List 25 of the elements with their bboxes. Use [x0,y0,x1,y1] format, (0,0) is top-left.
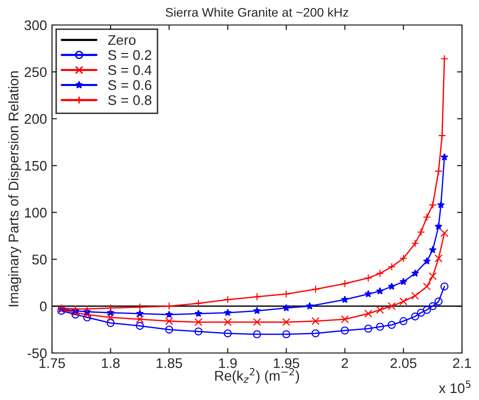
legend-label: S = 0.4 [108,65,152,75]
x-tick-label: 1.8 [102,358,120,368]
x-tick-label: 2 [342,358,348,368]
x-tick-label: 1.9 [219,358,237,368]
x-axis-title: Re(k$_{z}$$^{2}$) (m$^{−2}$) [215,368,300,384]
x-tick-label: 2.1 [453,358,471,368]
legend-label: Zero [108,35,136,45]
y-axis-title: Imaginary Parts of Dispersion Relation [8,71,22,306]
y-tick-label: 0 [40,301,47,312]
y-tick-label: 50 [32,254,47,264]
legend-label: S = 0.2 [108,50,152,60]
legend-label: S = 0.6 [108,80,152,90]
y-tick-label: 300 [24,20,47,30]
x-tick-label: 1.85 [156,358,182,368]
x-tick-label: 1.95 [274,358,300,368]
legend-label: S = 0.8 [108,95,152,106]
y-tick-label: 100 [25,208,47,218]
y-tick-label: -50 [28,348,47,358]
y-tick-label: 250 [24,67,47,78]
y-tick-label: 200 [24,114,47,124]
x-tick-label: 2.05 [390,358,416,368]
text: x 10$^{5}$ [438,380,470,394]
y-tick-label: 150 [25,160,47,171]
chart-title: Sierra White Granite at ~200 kHz [166,8,348,17]
x-tick-label: 1.75 [40,358,65,368]
